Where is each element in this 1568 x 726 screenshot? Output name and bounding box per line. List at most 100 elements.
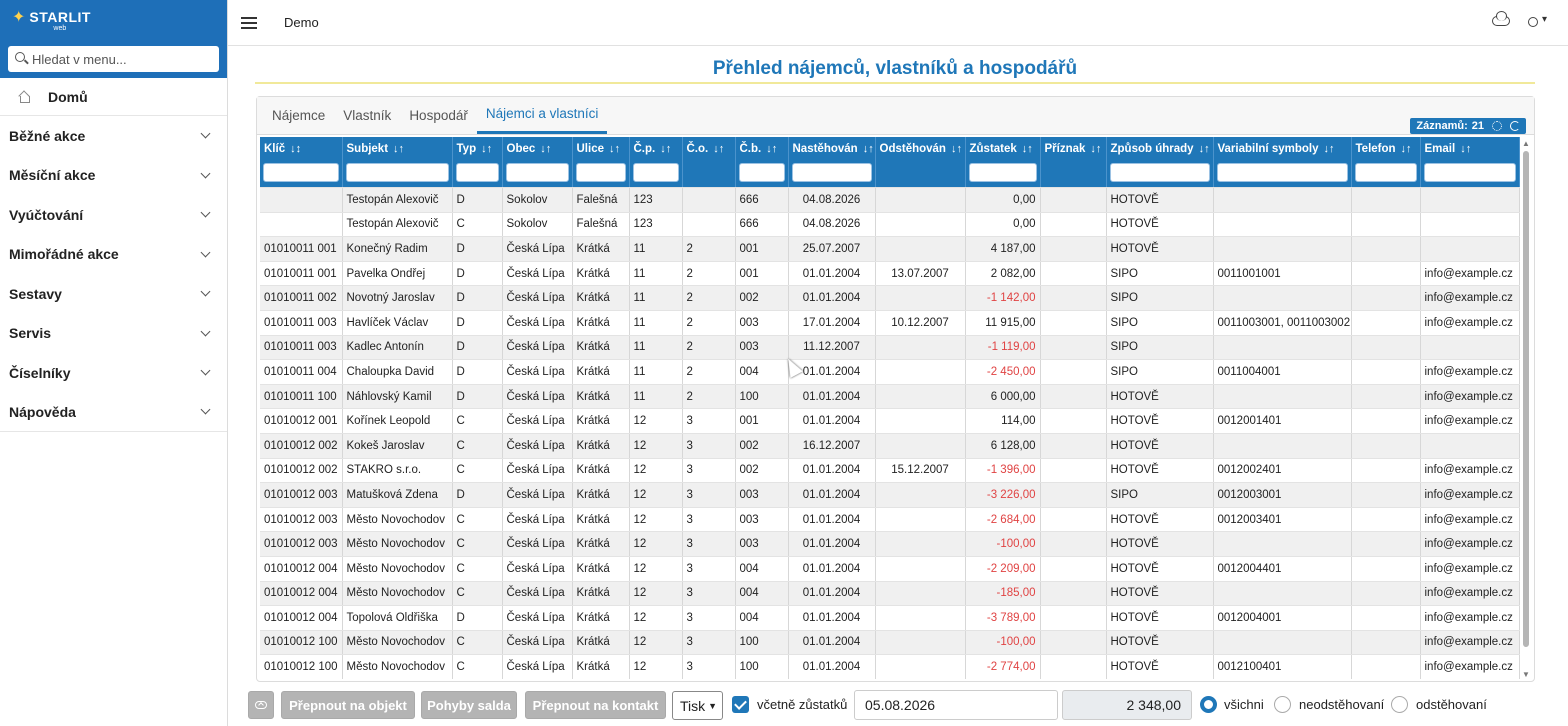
column-filter-input[interactable] <box>738 163 785 182</box>
brand-logo[interactable]: ✦ STARLIT web <box>0 0 227 40</box>
sort-icon[interactable]: ↓↑ <box>713 143 725 155</box>
gear-icon[interactable] <box>1492 121 1502 131</box>
print-dropdown[interactable]: Tisk ▼ <box>672 691 723 720</box>
column-filter-input[interactable] <box>1109 163 1210 182</box>
column-filter-input[interactable] <box>575 163 626 182</box>
scroll-down-icon[interactable]: ▼ <box>1522 670 1530 679</box>
column-filter-input[interactable] <box>345 163 449 182</box>
sort-icon[interactable]: ↓↕ <box>290 143 302 155</box>
table-row[interactable]: 01010012 100 Město Novochodov C Česká Lípa K… <box>260 654 1520 679</box>
sidebar-item-home[interactable]: Domů <box>0 78 227 116</box>
column-filter-input[interactable] <box>1354 163 1417 182</box>
table-row[interactable]: 01010012 002 STAKRO s.r.o. C Česká Lípa Krát… <box>260 458 1520 484</box>
menu-icon[interactable] <box>241 16 257 29</box>
cloud-icon[interactable] <box>1492 11 1510 26</box>
column-header[interactable]: Variabilní symboly ↓↑ <box>1213 137 1352 161</box>
column-header[interactable]: Č.p. ↓↑ <box>629 137 683 161</box>
column-filter-input[interactable] <box>632 163 679 182</box>
column-filter-input[interactable] <box>263 163 339 182</box>
table-row[interactable]: Testopán Alexovič C Sokolov Falešná 123 666 04… <box>260 212 1520 238</box>
sort-icon[interactable]: ↓↑ <box>862 143 874 155</box>
sort-icon[interactable]: ↓↑ <box>1323 143 1335 155</box>
table-row[interactable]: 01010012 100 Město Novochodov C Česká Lípa K… <box>260 630 1520 656</box>
column-header[interactable]: Telefon ↓↑ <box>1351 137 1421 161</box>
table-row[interactable]: 01010011 003 Kadlec Antonín D Česká Lípa Krá… <box>260 335 1520 361</box>
sort-icon[interactable]: ↓↑ <box>481 143 493 155</box>
radio-moved[interactable] <box>1391 696 1408 713</box>
table-row[interactable]: Testopán Alexovič D Sokolov Falešná 123 666 04… <box>260 187 1520 213</box>
scroll-up-icon[interactable]: ▲ <box>1522 139 1530 148</box>
menu-search-input[interactable] <box>32 51 219 67</box>
column-header[interactable]: Email ↓↑ <box>1420 137 1520 161</box>
radio-moved-label[interactable]: odstěhovaní <box>1416 697 1487 712</box>
sidebar-item-2[interactable]: Vyúčtování <box>0 195 227 235</box>
sort-icon[interactable]: ↓↑ <box>1090 143 1102 155</box>
tab-3[interactable]: Nájemci a vlastníci <box>476 96 608 134</box>
vertical-scrollbar[interactable]: ▲ ▼ <box>1522 139 1530 679</box>
table-row[interactable]: 01010012 003 Město Novochodov C Česká Lípa K… <box>260 531 1520 557</box>
balance-movements-button[interactable]: Pohyby salda <box>421 691 517 719</box>
sort-icon[interactable]: ↓↑ <box>1198 143 1210 155</box>
radio-not-moved-label[interactable]: neodstěhovaní <box>1299 697 1385 712</box>
column-filter-input[interactable] <box>968 163 1037 182</box>
column-header[interactable]: Obec ↓↑ <box>502 137 573 161</box>
column-header[interactable]: Odstěhován ↓↑ <box>875 137 966 161</box>
sort-icon[interactable]: ↓↑ <box>660 143 672 155</box>
table-row[interactable]: 01010011 001 Konečný Radim D Česká Lípa Krát… <box>260 236 1520 262</box>
sort-icon[interactable]: ↓↑ <box>609 143 620 155</box>
table-row[interactable]: 01010012 004 Město Novochodov C Česká Lípa K… <box>260 556 1520 582</box>
table-row[interactable]: 01010012 004 Topolová Oldřiška D Česká Lípa… <box>260 605 1520 631</box>
sort-icon[interactable]: ↓↑ <box>540 143 552 155</box>
sort-icon[interactable]: ↓↑ <box>950 143 962 155</box>
column-header[interactable]: Typ ↓↑ <box>452 137 503 161</box>
scroll-thumb[interactable] <box>1523 151 1529 647</box>
table-row[interactable]: 01010012 003 Město Novochodov C Česká Lípa K… <box>260 507 1520 533</box>
table-row[interactable]: 01010011 002 Novotný Jaroslav D Česká Lípa K… <box>260 285 1520 311</box>
tab-0[interactable]: Nájemce <box>272 107 326 123</box>
column-header[interactable]: Nastěhován ↓↑ <box>788 137 876 161</box>
switch-to-object-button[interactable]: Přepnout na objekt <box>281 691 415 719</box>
radio-all[interactable] <box>1200 696 1217 713</box>
sidebar-item-7[interactable]: Nápověda <box>0 393 227 432</box>
upload-button[interactable] <box>248 691 274 719</box>
sidebar-item-1[interactable]: Měsíční akce <box>0 156 227 196</box>
sidebar-item-6[interactable]: Číselníky <box>0 353 227 393</box>
sidebar-item-4[interactable]: Sestavy <box>0 274 227 314</box>
table-row[interactable]: 01010012 002 Kokeš Jaroslav C Česká Lípa Krá… <box>260 433 1520 459</box>
column-header[interactable]: Zůstatek ↓↑ <box>965 137 1041 161</box>
sort-icon[interactable]: ↓↑ <box>1021 143 1033 155</box>
column-filter-input[interactable] <box>791 163 872 182</box>
include-balances-label[interactable]: včetně zůstatků <box>757 697 848 712</box>
radio-not-moved[interactable] <box>1274 696 1291 713</box>
tab-2[interactable]: Hospodář <box>409 107 468 123</box>
column-header[interactable]: Č.o. ↓↑ <box>682 137 736 161</box>
sidebar-item-5[interactable]: Servis <box>0 314 227 354</box>
sort-icon[interactable]: ↓↑ <box>1400 143 1412 155</box>
sort-icon[interactable]: ↓↑ <box>766 143 778 155</box>
switch-to-contact-button[interactable]: Přepnout na kontakt <box>525 691 666 719</box>
table-row[interactable]: 01010011 004 Chaloupka David D Česká Lípa Kr… <box>260 359 1520 385</box>
radio-all-label[interactable]: všichni <box>1224 697 1264 712</box>
table-row[interactable]: 01010012 003 Matušková Zdena D Česká Lípa Kr… <box>260 482 1520 508</box>
column-header[interactable]: Klíč ↓↕ <box>260 137 343 161</box>
table-row[interactable]: 01010011 003 Havlíček Václav D Česká Lípa Kr… <box>260 310 1520 336</box>
table-row[interactable]: 01010012 004 Město Novochodov C Česká Lípa K… <box>260 581 1520 607</box>
sort-icon[interactable]: ↓↑ <box>1460 143 1472 155</box>
column-header[interactable]: Subjekt ↓↑ <box>342 137 453 161</box>
refresh-icon[interactable] <box>1510 121 1520 131</box>
sidebar-item-0[interactable]: Běžné akce <box>0 116 227 156</box>
table-row[interactable]: 01010011 100 Náhlovský Kamil D Česká Lípa Kr… <box>260 384 1520 410</box>
column-filter-input[interactable] <box>1423 163 1516 182</box>
tab-1[interactable]: Vlastník <box>343 107 392 123</box>
table-row[interactable]: 01010012 001 Kořínek Leopold C Česká Lípa Kr… <box>260 408 1520 434</box>
column-header[interactable]: Č.b. ↓↑ <box>735 137 789 161</box>
table-row[interactable]: 01010011 001 Pavelka Ondřej D Česká Lípa Krá… <box>260 261 1520 287</box>
column-header[interactable]: Ulice ↓↑ <box>572 137 630 161</box>
sidebar-item-3[interactable]: Mimořádné akce <box>0 235 227 275</box>
column-header[interactable]: Příznak ↓↑ <box>1040 137 1107 161</box>
include-balances-checkbox[interactable] <box>732 696 749 713</box>
date-input[interactable]: 05.08.2026 <box>854 690 1058 720</box>
sort-icon[interactable]: ↓↑ <box>393 143 405 155</box>
column-header[interactable]: Způsob úhrady ↓↑ <box>1106 137 1214 161</box>
column-filter-input[interactable] <box>1216 163 1348 182</box>
